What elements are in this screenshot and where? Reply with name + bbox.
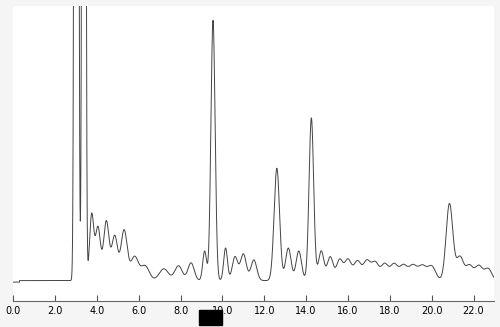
Bar [200, 310, 222, 325]
